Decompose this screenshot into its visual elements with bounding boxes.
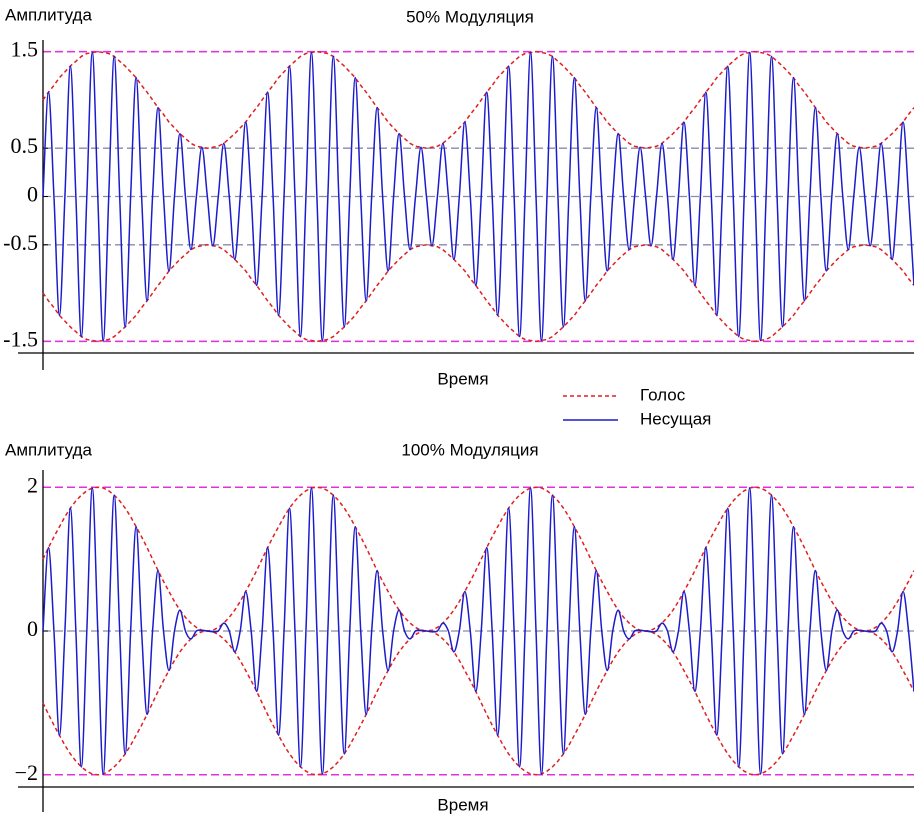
y-tick-label: 0 — [27, 616, 38, 641]
y-axis-label: Амплитуда — [5, 5, 92, 24]
y-axis-label: Амплитуда — [5, 440, 92, 459]
envelope-line — [42, 50, 914, 149]
legend-label: Голос — [640, 385, 686, 404]
carrier-line — [42, 487, 914, 775]
y-tick-label: -1.5 — [3, 326, 38, 351]
y-tick-label: 1.5 — [11, 37, 39, 62]
y-tick-label: -0.5 — [3, 230, 38, 255]
y-tick-label: 0 — [27, 182, 38, 207]
x-axis-label: Время — [437, 369, 488, 388]
envelope-line — [42, 630, 914, 776]
carrier-line — [42, 51, 914, 342]
y-tick-label: −2 — [15, 760, 38, 785]
y-tick-label: 0.5 — [11, 133, 39, 158]
chart-title: 100% Модуляция — [401, 440, 538, 459]
envelope-line — [42, 486, 914, 632]
chart-title: 50% Модуляция — [406, 7, 534, 26]
legend-label: Несущая — [640, 409, 711, 428]
envelope-line — [42, 244, 914, 343]
x-axis-label: Время — [437, 795, 488, 814]
y-tick-label: 2 — [27, 472, 38, 497]
